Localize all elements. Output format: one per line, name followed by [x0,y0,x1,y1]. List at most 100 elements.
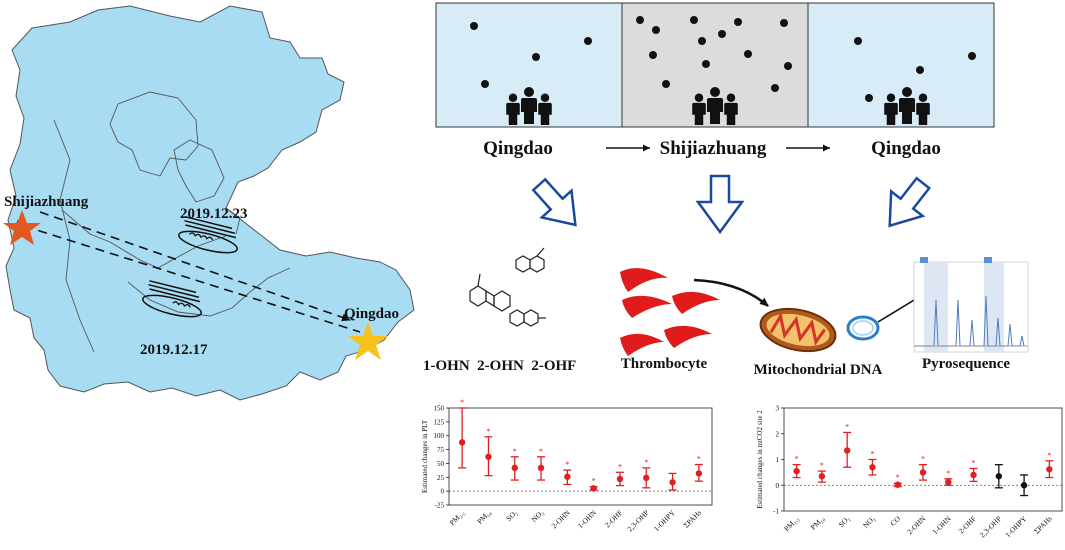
estimate-point [511,464,518,472]
significance-marker: * [565,460,569,469]
estimate-point [1020,482,1028,489]
chemical-structure-2-ohn [509,309,546,327]
estimate-point [537,464,545,472]
significance-marker: * [618,462,622,471]
significance-marker: * [513,447,517,456]
significance-marker: * [921,455,925,464]
route-line-lower [39,211,351,322]
x-tick-label: NO₂ [861,514,877,530]
estimate-point [919,469,927,476]
estimate-point [945,478,952,486]
estimate-point [818,473,826,480]
estimate-point [564,473,571,480]
y-tick-label: -25 [435,502,445,510]
x-tick-label: PM₂.₅ [782,514,801,533]
x-tick-label: PM₁₀ [809,514,827,532]
particles-panel-2 [636,16,792,92]
chart-mtco2: 3 2 1 0 -1 Estimated changes in mtCO2 site 2 *… [756,405,1063,539]
map-boundary-shandong [127,267,291,317]
x-tick-label: 2,3-OHP [978,514,1003,539]
platelet-shape [672,291,720,314]
estimate-point [995,473,1003,480]
y-tick-label: 100 [434,432,445,440]
estimate-point [669,479,676,486]
estimate-point [643,474,650,482]
significance-marker: * [1047,451,1051,460]
down-arrow-icon-left [531,177,577,227]
y-tick-label: 3 [776,405,780,413]
particles-panel-3 [854,37,976,102]
scene-label-shijiazhuang: Shijiazhuang [660,138,767,159]
label-shijiazhuang: Shijiazhuang [4,194,89,210]
curved-arrow-platelet-to-mito [693,278,769,307]
estimate-point [616,475,624,483]
platelet-shape [664,325,712,348]
platelet-shape [622,295,672,318]
map-boundary-tianjin [173,139,225,203]
map-boundary-bay [225,207,241,235]
x-tick-label: ΣPAHs [1032,514,1054,536]
chemical-structure-2-ohf [469,273,511,312]
pyrogram-chart [913,257,1029,353]
label-date-lower: 2019.12.17 [140,342,208,358]
label-qingdao: Qingdao [344,306,399,322]
significance-marker: * [486,427,490,436]
x-tick-label: 2,3-OHP [625,508,650,533]
significance-marker: * [870,450,874,459]
map-boundary-beijing [109,91,199,177]
y-tick-label: 0 [441,488,445,496]
down-arrow-icon-right [888,176,931,228]
star-icon-shijiazhuang [3,210,41,245]
x-tick-label: 1-OHN [930,514,953,537]
chart-plt: 150 125 100 75 50 25 0 -25 Estimated changes in … [421,398,713,534]
down-arrow-icon-center [695,174,745,235]
x-tick-label: 2-OHF [957,514,978,535]
y-tick-label: 2 [776,430,780,438]
estimate-point [485,453,492,460]
particles-panel-1 [470,22,592,88]
scene-label-qingdao-1: Qingdao [483,138,553,159]
x-tick-label: ΣPAHs [682,508,704,530]
map-boundary-hebei [61,209,227,269]
y-tick-label: 25 [437,474,445,482]
x-tick-label: 1-OHPY [652,508,678,534]
label-thrombocyte: Thrombocyte [621,356,708,372]
route-line-upper [15,219,361,333]
x-tick-label: 2-OHN [905,514,928,537]
exposure-scenes: Qingdao Shijiazhuang Qingdao [435,2,995,159]
mtdna-ring-icon [846,315,880,341]
x-tick-label: SO₂ [504,508,519,523]
mtdna-ring-inner [852,320,874,336]
map: Shijiazhuang Qingdao 2019.12.23 2019.12.… [3,5,415,401]
map-landmass [5,5,415,401]
x-tick-label: 2-OHN [549,508,572,531]
chart-frame [448,407,713,506]
estimate-point [869,464,876,471]
thrombocyte-cells [620,268,720,356]
mitochondrion-icon [759,307,837,353]
significance-marker: * [592,477,596,486]
y-tick-label: 50 [437,460,445,468]
estimate-point [458,439,466,446]
label-pyrosequence: Pyrosequence [922,356,1010,372]
train-icon-lower [142,280,202,318]
pyrogram-highlight-2 [984,262,1004,352]
x-tick-label: PM₂.₅ [448,508,467,527]
significance-marker: * [896,473,900,482]
x-tick-label: PM₁₀ [475,508,493,526]
estimate-point [894,481,901,488]
y-axis-label: Estimated changes in mtCO2 site 2 [756,410,764,509]
platelet-shape [620,268,668,292]
x-tick-label: SO₂ [837,514,852,529]
scene-label-qingdao-2: Qingdao [871,138,941,159]
chemical-structure-1-ohn [515,247,545,273]
y-tick-label: 75 [437,446,445,454]
significance-marker: * [460,398,464,407]
significance-marker: * [946,469,950,478]
label-metabolites: 1-OHN 2-OHN 2-OHF [423,358,576,374]
estimate-point [590,485,597,492]
y-tick-label: -1 [773,508,779,516]
estimate-point [695,470,703,477]
flow-arrows [531,174,931,235]
